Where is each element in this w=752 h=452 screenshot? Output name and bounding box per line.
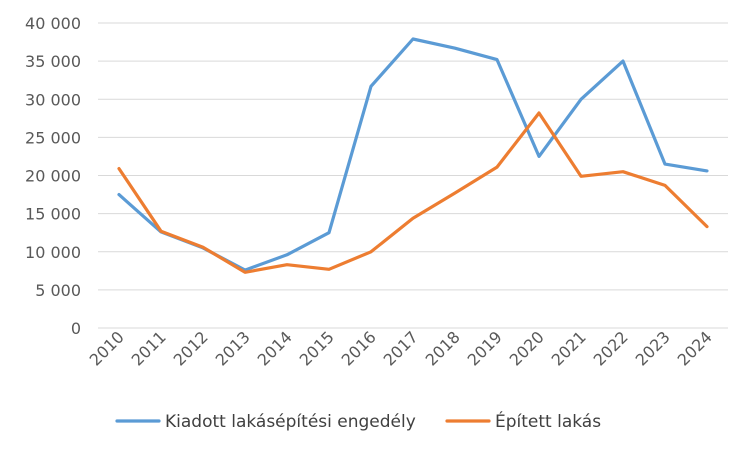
x-tick-label: 2019 (464, 327, 506, 369)
x-tick-label: 2011 (128, 327, 170, 369)
x-tick-label: 2017 (380, 327, 422, 369)
x-axis-tick-labels: 2010 2011 2012 2013 2014 2015 2016 2017 2018 2019… (86, 327, 716, 369)
legend-label: Épített lakás (495, 410, 601, 432)
series-line-1 (117, 37, 709, 272)
x-tick-label: 2014 (254, 327, 296, 369)
x-tick-label: 2022 (590, 327, 632, 369)
x-tick-label: 2024 (674, 327, 716, 369)
y-axis-tick-labels: 0 5 000 10 000 15 000 20 000 25 000 30 000 35 0… (25, 14, 81, 338)
y-tick-label: 20 000 (25, 167, 81, 186)
x-tick-label: 2012 (170, 327, 212, 369)
x-tick-label: 2016 (338, 327, 380, 369)
series-line-2 (117, 111, 709, 274)
legend: Kiadott lakásépítési engedély Épített lak… (115, 410, 601, 432)
x-tick-label: 2023 (632, 327, 674, 369)
series-lines (117, 37, 709, 274)
y-tick-label: 15 000 (25, 205, 81, 224)
y-tick-label: 35 000 (25, 52, 81, 71)
y-tick-label: 25 000 (25, 128, 81, 147)
y-tick-label: 5 000 (35, 281, 81, 300)
x-tick-label: 2010 (86, 327, 128, 369)
x-tick-label: 2021 (548, 327, 590, 369)
gridlines (98, 22, 728, 329)
x-tick-label: 2020 (506, 327, 548, 369)
y-tick-label: 30 000 (25, 90, 81, 109)
legend-label: Kiadott lakásépítési engedély (165, 412, 416, 432)
x-tick-label: 2015 (296, 327, 338, 369)
y-tick-label: 10 000 (25, 243, 81, 262)
x-tick-label: 2018 (422, 327, 464, 369)
x-tick-label: 2013 (212, 327, 254, 369)
y-tick-label: 40 000 (25, 14, 81, 33)
y-tick-label: 0 (71, 319, 81, 338)
